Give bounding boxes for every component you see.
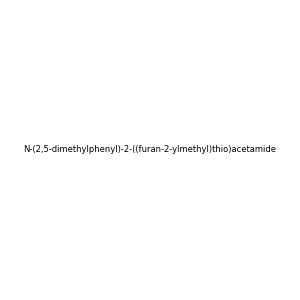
- Text: N-(2,5-dimethylphenyl)-2-((furan-2-ylmethyl)thio)acetamide: N-(2,5-dimethylphenyl)-2-((furan-2-ylmet…: [23, 146, 277, 154]
